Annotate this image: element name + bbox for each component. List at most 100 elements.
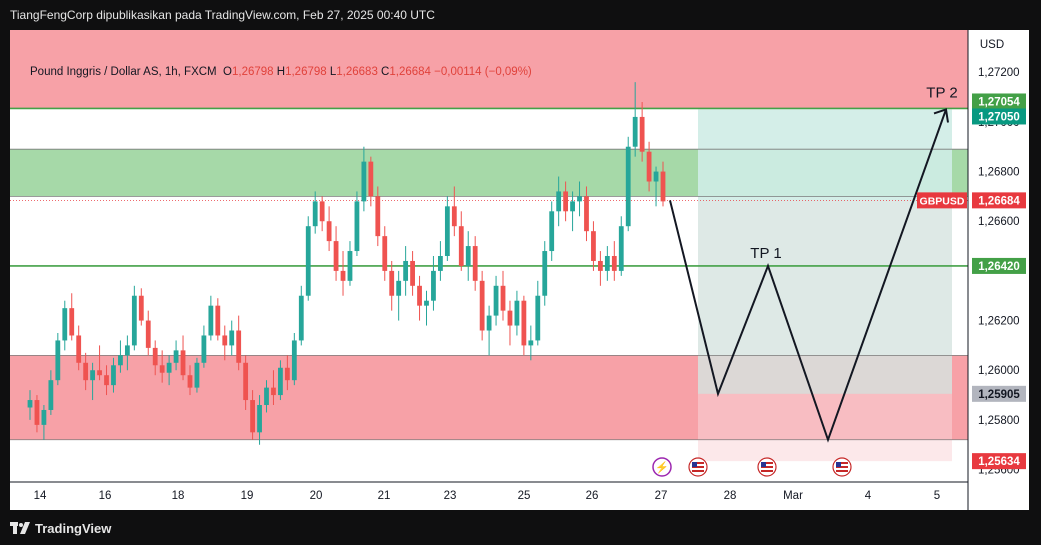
candle-body: [424, 300, 429, 306]
footer-brand: TradingView: [35, 520, 112, 536]
chart-canvas[interactable]: TP 1 TP 2 ⚡ 14 16 18 19 20 21 23 25 26 27 28 Mar 4 5 USD…: [10, 30, 1029, 510]
candle-body: [76, 335, 82, 363]
price-tick-label: 1,26800: [978, 167, 1020, 179]
candle-body: [173, 350, 179, 363]
us-flag-stripe: [761, 466, 773, 468]
tradingview-logo[interactable]: TradingView: [10, 520, 111, 536]
candle-body: [291, 340, 297, 381]
chart-panel[interactable]: TP 1 TP 2 ⚡ 14 16 18 19 20 21 23 25 26 27 28 Mar 4 5 USD…: [10, 30, 1029, 510]
time-tick-label: 27: [655, 490, 668, 502]
price-tag: [972, 93, 1026, 110]
candle-body: [438, 256, 443, 271]
candle-body: [166, 362, 172, 373]
candle-body: [41, 409, 47, 425]
candle-body: [284, 367, 290, 381]
candle-body: [347, 251, 353, 281]
symbol-legend: Pound Inggris / Dollar AS, 1h, FXCM O1,2…: [30, 66, 532, 78]
close-label: C: [381, 66, 390, 78]
candle-body: [618, 226, 624, 271]
time-tick-label: 19: [241, 490, 254, 502]
us-flag-stripe: [761, 470, 773, 472]
time-tick-label: 23: [444, 490, 457, 502]
projection-layer: TP 1 TP 2 ⚡: [652, 84, 958, 477]
candle-body: [493, 285, 499, 316]
candle-body: [312, 201, 318, 227]
publish-header: TiangFengCorp dipublikasikan pada Tradin…: [0, 0, 1041, 30]
resistance-zone: [10, 30, 968, 109]
us-flag-stripe: [761, 462, 773, 464]
footer-bar: TradingView: [0, 510, 1041, 545]
candle-body: [458, 226, 464, 266]
time-tick-label: 18: [172, 490, 185, 502]
us-flag-canton: [836, 462, 841, 467]
candle-body: [521, 300, 527, 346]
candle-body: [319, 201, 325, 222]
candle-body: [187, 375, 193, 388]
price-tag-label: 1,27054: [978, 96, 1020, 108]
open-label: O: [223, 66, 232, 78]
price-tag-label: 1,27050: [978, 111, 1020, 123]
candle-body: [104, 375, 109, 386]
candle-body: [535, 295, 541, 341]
candle-body: [368, 161, 374, 197]
projection-arrowhead: [933, 108, 949, 123]
candle-body: [97, 370, 102, 376]
candle-body: [236, 330, 242, 363]
change-value: −0,00114 (−0,09%): [434, 66, 532, 78]
low-value: 1,26683: [336, 66, 378, 78]
high-value: 1,26798: [285, 66, 327, 78]
price-tags-layer: 1,27054 1,27050 1,26684 GBPUSD 1,26420 1,2590…: [917, 93, 1026, 470]
candle-body: [201, 335, 207, 363]
candle-body: [361, 161, 367, 202]
price-tag-label: 1,26684: [978, 195, 1020, 207]
us-flag-canton: [761, 462, 766, 467]
price-tag-label: 1,25634: [978, 456, 1020, 468]
us-flag-stripe: [836, 466, 848, 468]
candle-body: [229, 330, 235, 346]
open-value: 1,26798: [231, 66, 274, 78]
symbol-label: Pound Inggris / Dollar AS, 1h, FXCM: [30, 66, 217, 78]
time-tick-label: 26: [586, 490, 599, 502]
time-tick-label: Mar: [783, 490, 803, 502]
time-tick-label: 4: [865, 490, 872, 502]
close-value: 1,26684: [389, 66, 431, 78]
candle-body: [396, 280, 402, 296]
candle-body: [479, 280, 485, 331]
candle-body: [597, 260, 603, 271]
target-box: [698, 109, 952, 201]
candle-body: [208, 305, 214, 336]
us-flag-stripe: [692, 470, 704, 472]
candle-body: [243, 362, 249, 401]
price-tag-label: 1,25905: [978, 389, 1020, 401]
candle-body: [354, 201, 360, 252]
target-box-lower: [698, 200, 952, 394]
price-tag: [972, 192, 1026, 209]
axes-layer: 14 16 18 19 20 21 23 25 26 27 28 Mar 4 5 USD 1,27200 1,2…: [10, 30, 1020, 510]
candle-body: [48, 380, 54, 410]
us-flag-stripe: [692, 466, 704, 468]
candle-body: [472, 246, 478, 281]
candle-body: [660, 171, 666, 202]
candle-body: [646, 151, 652, 182]
candle-body: [215, 305, 221, 336]
candle-body: [507, 310, 513, 326]
lightning-icon: [652, 457, 672, 477]
candle-body: [34, 400, 40, 425]
time-tick-label: 25: [518, 490, 531, 502]
candle-body: [570, 201, 575, 212]
candle-body: [333, 241, 339, 271]
price-tag: [972, 453, 1026, 470]
price-tag: [972, 257, 1026, 274]
candle-body: [528, 340, 534, 346]
tp1-label: TP 1: [750, 245, 781, 262]
price-tick-label: 1,26600: [978, 216, 1020, 228]
time-tick-label: 21: [378, 490, 391, 502]
projection-path: [669, 109, 947, 443]
us-flag-stripe: [836, 470, 848, 472]
time-tick-label: 20: [310, 490, 323, 502]
candle-body: [604, 256, 610, 271]
candle-body: [611, 256, 617, 271]
candle-body: [27, 400, 33, 408]
candle-body: [486, 315, 492, 331]
candle-body: [271, 387, 276, 396]
